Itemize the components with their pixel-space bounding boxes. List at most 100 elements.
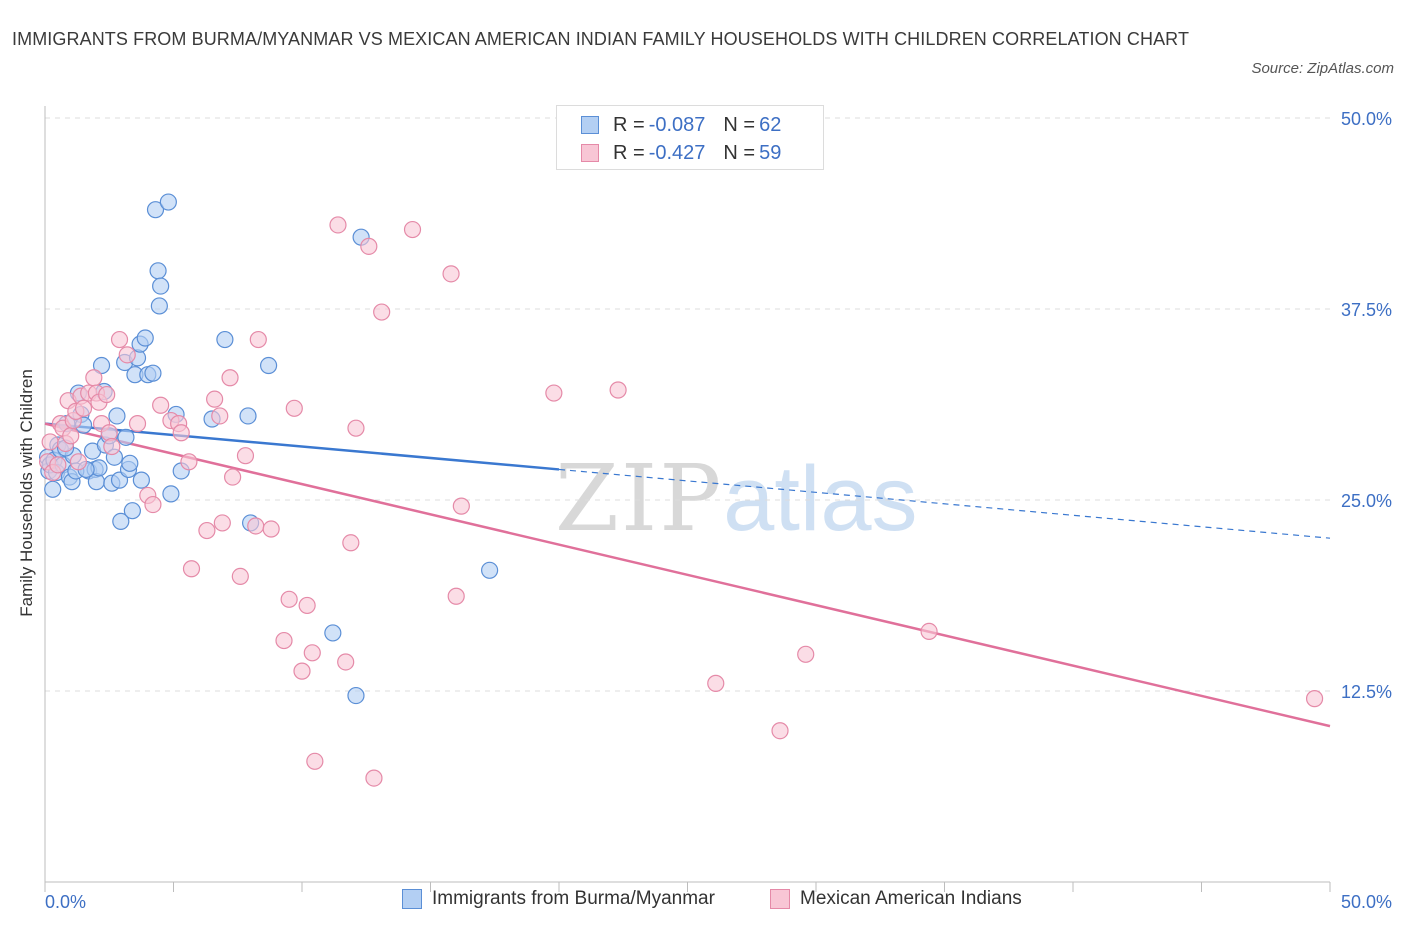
trend-line-burma-extrapolated [558,468,1331,539]
point-burma [146,201,165,219]
point-mexican-american-indian [771,722,789,740]
zipatlas-watermark: ZIPatlas [555,445,918,552]
point-mexican-american-indian [231,567,249,586]
point-mexican-american-indian [360,237,378,255]
stats-row-burma: R = -0.087 N = 62 [581,112,781,138]
point-mexican-american-indian [249,330,267,349]
point-burma [152,277,170,295]
point-burma [44,480,62,498]
points-mexican-american-indian [38,216,1324,787]
series-legend: Immigrants from Burma/Myanmar Mexican Am… [0,888,1406,916]
point-burma [324,624,342,642]
point-mexican-american-indian [365,769,383,787]
grid-lines [45,117,1330,692]
y-tick-label: 37.5% [1341,300,1392,320]
point-burma [259,356,278,375]
point-mexican-american-indian [285,399,303,417]
watermark-atlas: atlas [723,448,918,550]
y-tick-label: 12.5% [1341,682,1392,702]
point-burma [216,330,234,349]
swatch-mexican-american-indian [581,144,599,162]
tick-labels: 12.5% 25.0% 37.5% 50.0% 0.0% 50.0% [45,109,1392,912]
point-mexican-american-indian [110,330,129,349]
point-mexican-american-indian [224,468,242,486]
point-mexican-american-indian [707,674,725,692]
point-mexican-american-indian [609,381,627,399]
point-mexican-american-indian [221,369,239,387]
point-mexican-american-indian [337,653,355,671]
y-axis-title: Family Households with Children [17,369,36,617]
point-mexican-american-indian [280,590,298,608]
stats-row-mexican-american-indian: R = -0.427 N = 59 [581,140,781,166]
point-mexican-american-indian [347,419,365,437]
point-mexican-american-indian [98,385,116,404]
legend-swatch-mexican-american-indian [770,889,790,909]
point-mexican-american-indian [797,645,815,663]
n-label: N = [723,113,756,136]
point-mexican-american-indian [69,453,88,471]
point-burma [132,471,150,489]
axes [44,106,1331,892]
legend-item-burma[interactable]: Immigrants from Burma/Myanmar [402,888,715,910]
legend-item-mexican-american-indian[interactable]: Mexican American Indians [770,888,1022,910]
point-mexican-american-indian [182,560,201,578]
point-mexican-american-indian [49,456,67,474]
point-mexican-american-indian [118,346,136,364]
point-mexican-american-indian [144,495,162,514]
point-burma [149,262,167,280]
point-burma [92,356,111,375]
point-mexican-american-indian [211,407,229,425]
y-tick-label: 50.0% [1341,109,1392,129]
point-burma [121,454,139,472]
point-burma [347,686,365,705]
point-mexican-american-indian [128,415,147,433]
point-mexican-american-indian [247,517,265,535]
point-burma [162,485,180,503]
point-mexican-american-indian [74,399,93,417]
point-mexican-american-indian [262,520,280,538]
r-label: R = [613,141,645,164]
point-mexican-american-indian [198,521,216,540]
x-tick-label: 50.0% [1341,892,1392,912]
r-value: -0.427 [648,141,706,164]
stats-legend: R = -0.087 N = 62 R = -0.427 N = 59 [556,105,824,170]
point-burma [108,407,126,425]
point-burma [117,428,135,446]
point-burma [239,407,257,425]
point-mexican-american-indian [442,265,460,283]
point-mexican-american-indian [920,622,938,641]
n-label: N = [723,141,756,164]
point-mexican-american-indian [213,514,231,532]
point-mexican-american-indian [545,384,563,402]
point-burma [159,193,177,211]
point-burma [136,329,154,347]
point-mexican-american-indian [236,447,255,465]
point-mexican-american-indian [62,427,80,445]
point-mexican-american-indian [85,369,103,387]
point-mexican-american-indian [152,396,170,414]
point-mexican-american-indian [275,631,293,650]
point-mexican-american-indian [403,220,422,239]
swatch-burma [581,116,599,134]
y-tick-label: 25.0% [1341,491,1392,511]
point-burma [144,364,162,382]
point-burma [481,561,499,579]
legend-label-burma: Immigrants from Burma/Myanmar [432,888,715,909]
point-mexican-american-indian [447,587,465,605]
n-value: 62 [759,113,782,136]
watermark-zip: ZIP [555,445,724,552]
point-mexican-american-indian [373,303,391,321]
trend-line-mexican-american-indian [44,422,1331,728]
x-tick-label: 0.0% [45,892,86,912]
legend-swatch-burma [402,889,422,909]
r-label: R = [613,113,645,136]
r-value: -0.087 [648,113,706,136]
point-burma [112,512,130,530]
legend-label-mexican-american-indian: Mexican American Indians [800,888,1022,909]
point-mexican-american-indian [206,390,224,408]
point-mexican-american-indian [1305,690,1324,708]
point-mexican-american-indian [329,216,347,234]
point-mexican-american-indian [303,644,321,662]
point-mexican-american-indian [172,424,190,442]
